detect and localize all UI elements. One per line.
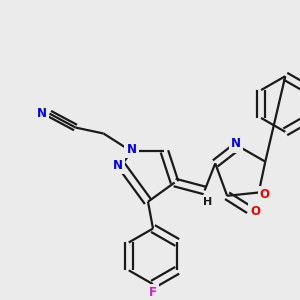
Text: H: H <box>203 197 212 207</box>
Text: F: F <box>149 286 157 299</box>
Text: O: O <box>250 205 260 218</box>
Text: N: N <box>113 159 123 172</box>
Text: O: O <box>260 188 270 201</box>
Text: N: N <box>231 137 241 150</box>
Text: N: N <box>127 143 136 156</box>
Text: N: N <box>37 107 46 120</box>
